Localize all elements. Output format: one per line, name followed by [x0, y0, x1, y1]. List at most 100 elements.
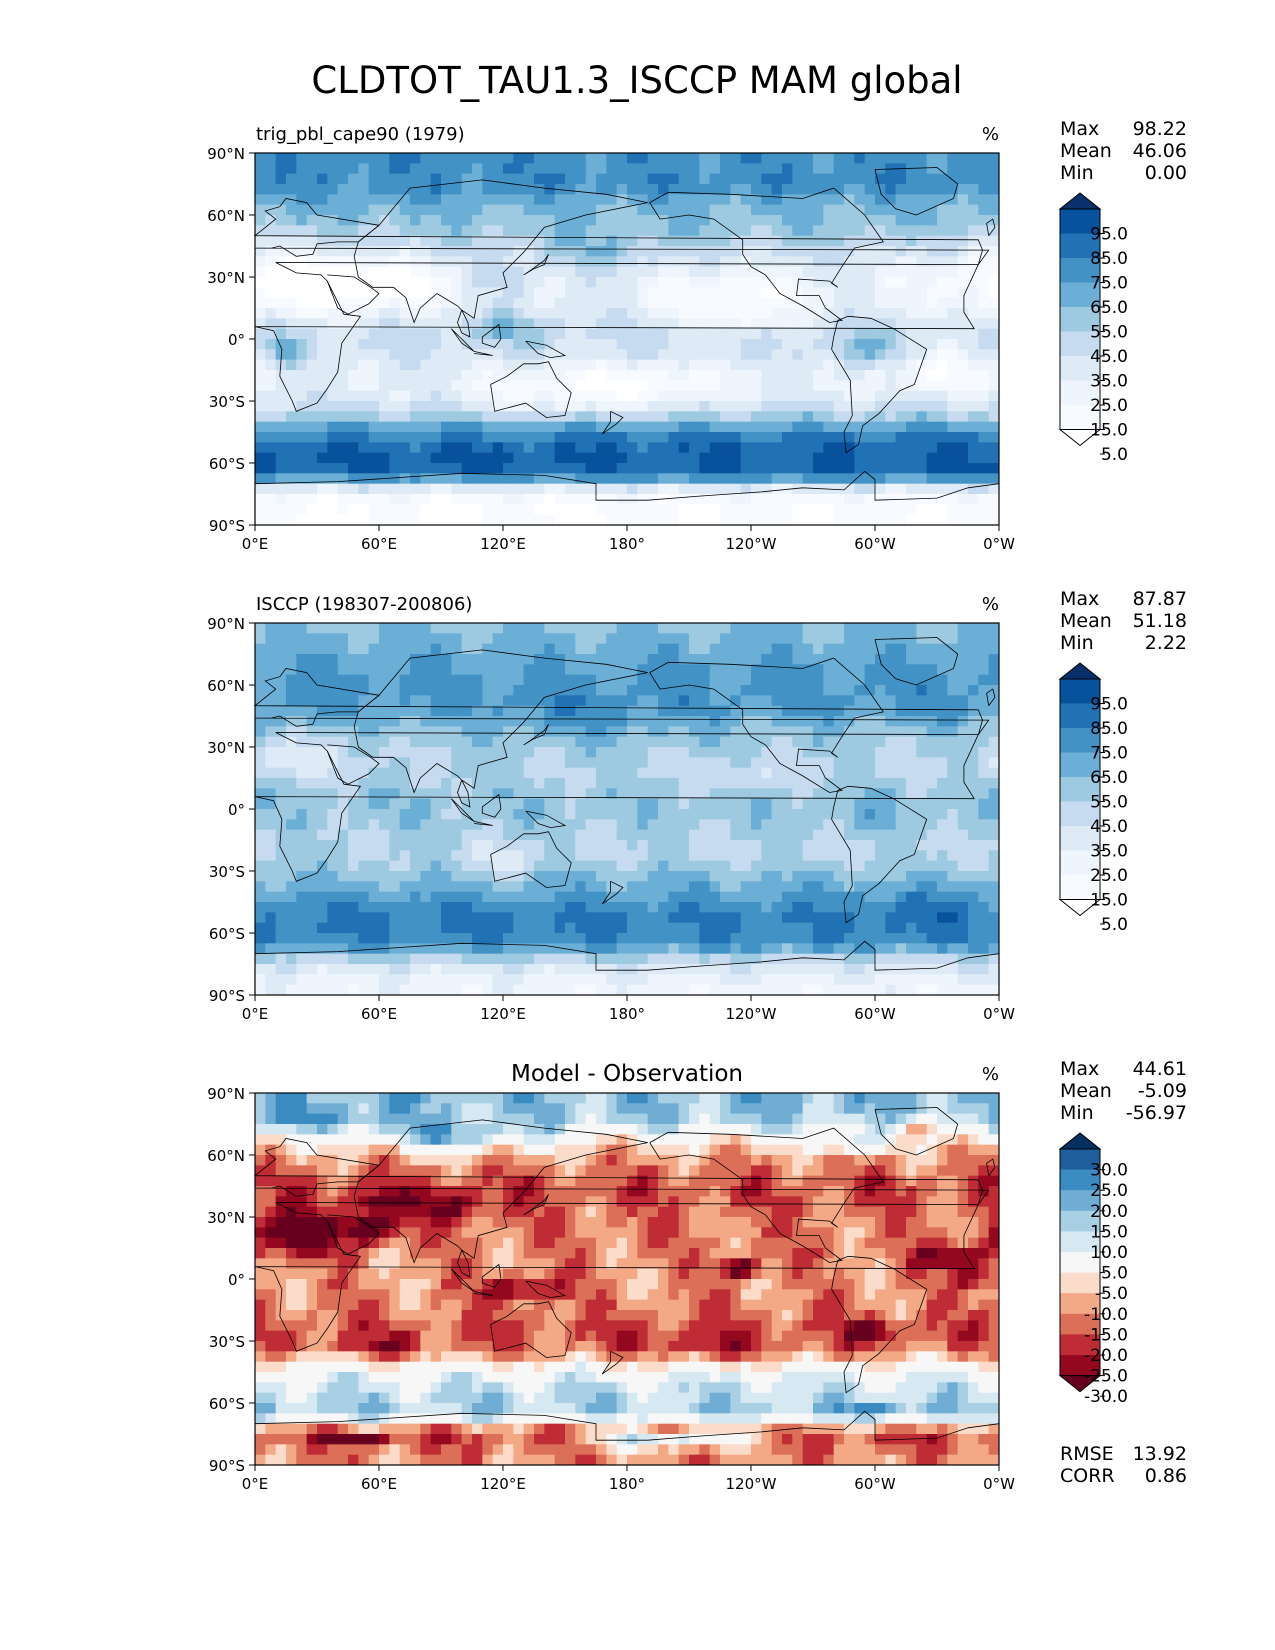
grid-cell: [461, 871, 473, 882]
grid-cell: [420, 380, 432, 392]
grid-cell: [689, 483, 700, 495]
grid-cell: [544, 654, 556, 665]
grid-cell: [544, 194, 556, 206]
colorbar-segment: [1060, 307, 1100, 332]
grid-cell: [885, 726, 897, 738]
grid-cell: [637, 778, 649, 789]
grid-cell: [255, 328, 266, 340]
grid-cell: [265, 359, 277, 371]
grid-cell: [317, 494, 328, 505]
grid-cell: [358, 850, 370, 862]
grid-cell: [875, 902, 886, 913]
grid-cell: [451, 256, 463, 268]
grid-cell: [368, 494, 380, 505]
grid-cell: [616, 860, 628, 872]
grid-cell: [720, 809, 731, 820]
grid-cell: [348, 370, 359, 381]
grid-cell: [544, 173, 556, 185]
grid-cell: [585, 664, 597, 676]
grid-cell: [730, 318, 742, 330]
grid-cell: [668, 483, 680, 495]
grid-cell: [906, 922, 917, 934]
grid-cell: [420, 194, 432, 206]
grid-cell: [916, 494, 928, 505]
grid-cell: [792, 643, 804, 655]
grid-cell: [616, 767, 628, 779]
grid-cell: [399, 411, 411, 423]
grid-cell: [947, 297, 959, 309]
grid-cell: [658, 473, 669, 485]
grid-cell: [668, 204, 680, 216]
grid-cell: [337, 432, 349, 443]
grid-cell: [782, 933, 793, 944]
grid-cell: [389, 287, 401, 299]
grid-cell: [420, 871, 432, 882]
grid-cell: [895, 442, 907, 454]
grid-cell: [368, 225, 380, 237]
grid-cell: [306, 654, 318, 665]
y-tick-label: 0°: [228, 331, 245, 349]
grid-cell: [854, 778, 866, 789]
grid-cell: [482, 494, 494, 505]
grid-cell: [689, 514, 700, 525]
grid-cell: [895, 891, 907, 903]
grid-cell: [389, 463, 401, 474]
grid-cell: [255, 767, 266, 779]
grid-cell: [844, 504, 855, 516]
grid-cell: [606, 277, 618, 288]
grid-cell: [596, 339, 607, 350]
grid-cell: [937, 339, 948, 350]
grid-cell: [720, 726, 731, 738]
grid-cell: [275, 767, 287, 779]
grid-cell: [823, 747, 835, 758]
grid-cell: [802, 473, 814, 485]
grid-cell: [575, 664, 587, 676]
grid-cell: [523, 194, 535, 206]
grid-cell: [751, 809, 762, 820]
grid-cell: [544, 695, 556, 707]
grid-cell: [544, 922, 556, 934]
grid-cell: [740, 881, 752, 893]
grid-cell: [957, 277, 969, 288]
grid-cell: [947, 153, 959, 164]
grid-cell: [730, 716, 742, 727]
grid-cell: [968, 194, 979, 206]
grid-cell: [616, 705, 628, 717]
grid-cell: [875, 726, 886, 738]
grid-cell: [802, 411, 814, 423]
grid-cell: [730, 695, 742, 707]
grid-cell: [689, 767, 700, 779]
grid-cell: [926, 277, 938, 288]
grid-cell: [368, 184, 380, 195]
grid-cell: [792, 339, 804, 350]
grid-cell: [389, 194, 401, 206]
grid-cell: [503, 287, 514, 299]
grid-cell: [420, 716, 432, 727]
grid-cell: [627, 514, 638, 525]
grid-cell: [585, 432, 597, 443]
grid-cell: [875, 798, 886, 810]
grid-cell: [296, 380, 308, 392]
grid-cell: [802, 943, 814, 955]
grid-cell: [813, 163, 824, 175]
grid-cell: [978, 308, 990, 319]
grid-cell: [926, 922, 938, 934]
grid-cell: [348, 809, 359, 820]
grid-cell: [255, 778, 266, 789]
grid-cell: [751, 483, 762, 495]
grid-cell: [689, 359, 700, 371]
grid-cell: [658, 705, 669, 717]
grid-cell: [275, 809, 287, 820]
y-tick-label: 30°S: [209, 393, 245, 411]
grid-cell: [637, 809, 649, 820]
grid-cell: [720, 184, 731, 195]
grid-cell: [410, 695, 421, 707]
grid-cell: [823, 235, 835, 247]
grid-cell: [937, 432, 948, 443]
grid-cell: [534, 809, 545, 820]
grid-cell: [709, 840, 721, 851]
grid-cell: [358, 494, 370, 505]
grid-cell: [864, 705, 876, 717]
grid-cell: [761, 695, 773, 707]
grid-cell: [337, 685, 349, 696]
